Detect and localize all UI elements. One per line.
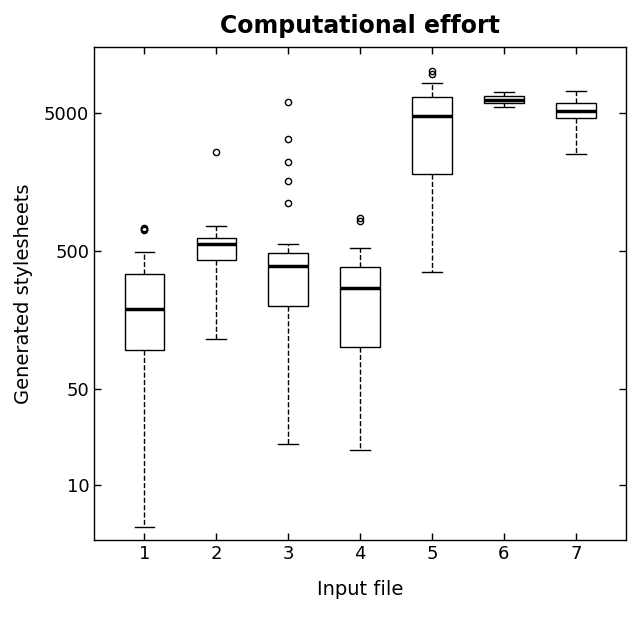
PathPatch shape xyxy=(412,97,452,174)
X-axis label: Input file: Input file xyxy=(317,579,403,599)
Y-axis label: Generated stylesheets: Generated stylesheets xyxy=(14,183,33,404)
Title: Computational effort: Computational effort xyxy=(220,14,500,38)
PathPatch shape xyxy=(556,102,596,118)
PathPatch shape xyxy=(484,96,524,102)
PathPatch shape xyxy=(268,253,308,306)
PathPatch shape xyxy=(340,267,380,347)
PathPatch shape xyxy=(196,238,236,260)
PathPatch shape xyxy=(125,274,164,350)
